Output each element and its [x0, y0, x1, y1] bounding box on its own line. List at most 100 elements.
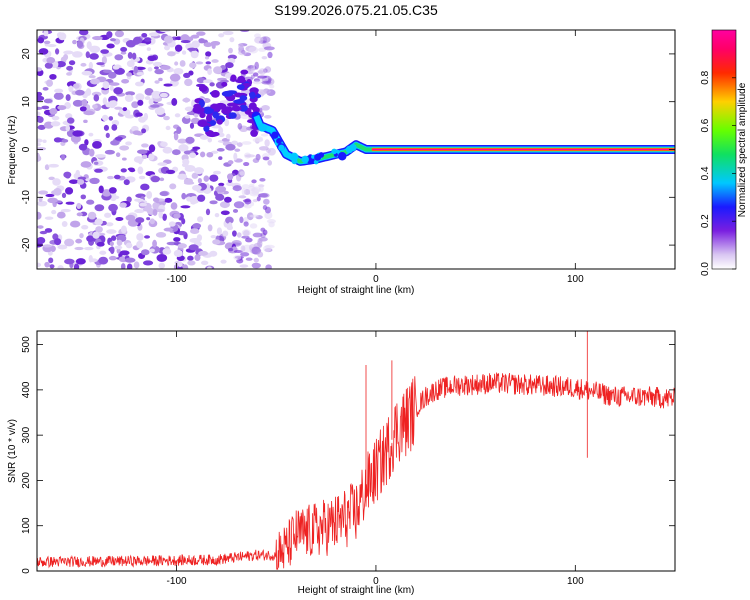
noise-blob [215, 185, 227, 193]
noise-blob [177, 230, 187, 236]
x-tick-label: 0 [373, 274, 379, 285]
noise-blob [198, 250, 209, 256]
noise-blob [252, 199, 258, 203]
transition-blob [198, 84, 208, 92]
noise-blob [64, 258, 75, 265]
ridge-lump [314, 153, 322, 161]
noise-blob [44, 228, 53, 233]
noise-blob [106, 43, 115, 49]
noise-blob [49, 264, 55, 269]
noise-blob [126, 263, 133, 269]
noise-blob [258, 185, 264, 192]
noise-blob [254, 61, 259, 70]
noise-blob [264, 139, 270, 147]
noise-blob [114, 136, 123, 141]
noise-blob [239, 171, 245, 176]
ridge-lump [313, 159, 319, 165]
noise-blob [96, 62, 105, 66]
noise-blob [60, 208, 71, 213]
noise-blob [136, 240, 144, 249]
noise-blob [48, 257, 54, 264]
noise-blob [37, 106, 43, 111]
noise-blob [174, 44, 183, 52]
noise-blob [211, 59, 219, 63]
noise-blob [49, 108, 58, 115]
noise-blob [188, 244, 199, 251]
noise-blob [173, 237, 181, 242]
snr-panel: -100 0 100 0 100 200 300 400 500 Height of stra… [7, 330, 676, 596]
noise-blob [110, 140, 120, 146]
noise-blob [160, 141, 168, 147]
noise-blob [163, 83, 173, 87]
noise-blob [177, 261, 183, 268]
noise-blob [184, 115, 191, 119]
noise-blob [55, 61, 66, 68]
noise-blob [162, 146, 173, 154]
y-tick-label: -10 [21, 190, 32, 205]
noise-blob [88, 255, 93, 263]
noise-blob [37, 147, 47, 151]
noise-blob [120, 51, 127, 55]
noise-blob [93, 161, 99, 165]
noise-blob [116, 247, 121, 254]
colorbar-tick-label: 0.2 [700, 214, 711, 228]
noise-blob [173, 132, 179, 141]
noise-blob [140, 183, 150, 191]
noise-blob [57, 265, 64, 269]
noise-blob [125, 114, 135, 119]
noise-blob [133, 261, 140, 269]
noise-blob [120, 168, 127, 173]
transition-blob [230, 74, 237, 82]
noise-blob [54, 238, 62, 246]
noise-blob [255, 136, 264, 142]
noise-blob [168, 221, 176, 227]
noise-blob [37, 200, 48, 207]
noise-blob [159, 30, 171, 33]
noise-blob [252, 232, 263, 238]
noise-blob [135, 209, 142, 213]
noise-blob [106, 31, 113, 39]
noise-blob [189, 122, 195, 129]
noise-blob [194, 167, 205, 175]
transition-blob [221, 108, 231, 115]
noise-blob [259, 89, 271, 94]
noise-blob [89, 53, 99, 60]
noise-blob [151, 90, 162, 99]
noise-blob [43, 40, 51, 45]
noise-blob [210, 150, 219, 154]
noise-blob [79, 30, 89, 36]
noise-blob [213, 170, 222, 175]
noise-blob [95, 154, 106, 158]
transition-blob [240, 69, 249, 75]
noise-blob [129, 168, 136, 173]
noise-blob [114, 30, 124, 38]
noise-blob [152, 201, 160, 210]
noise-blob [37, 95, 45, 102]
noise-blob [260, 192, 270, 198]
noise-blob [254, 36, 264, 44]
noise-blob [160, 65, 171, 70]
noise-blob [126, 60, 135, 68]
noise-blob [61, 139, 69, 143]
noise-blob [257, 240, 263, 248]
noise-blob [86, 235, 95, 242]
noise-blob [159, 92, 168, 98]
noise-blob [152, 208, 158, 216]
noise-blob [249, 214, 259, 218]
noise-blob [258, 146, 269, 151]
noise-blob [150, 104, 160, 108]
noise-blob [125, 214, 136, 221]
noise-blob [88, 61, 93, 70]
noise-blob [227, 222, 233, 229]
noise-blob [158, 77, 163, 82]
noise-blob [232, 185, 242, 192]
noise-blob [110, 38, 116, 42]
noise-blob [245, 257, 253, 261]
noise-blob [87, 211, 97, 220]
noise-blob [89, 45, 101, 54]
noise-blob [183, 72, 191, 79]
noise-blob [243, 230, 250, 237]
noise-blob [173, 213, 181, 219]
noise-blob [124, 94, 134, 102]
noise-blob [260, 227, 266, 232]
